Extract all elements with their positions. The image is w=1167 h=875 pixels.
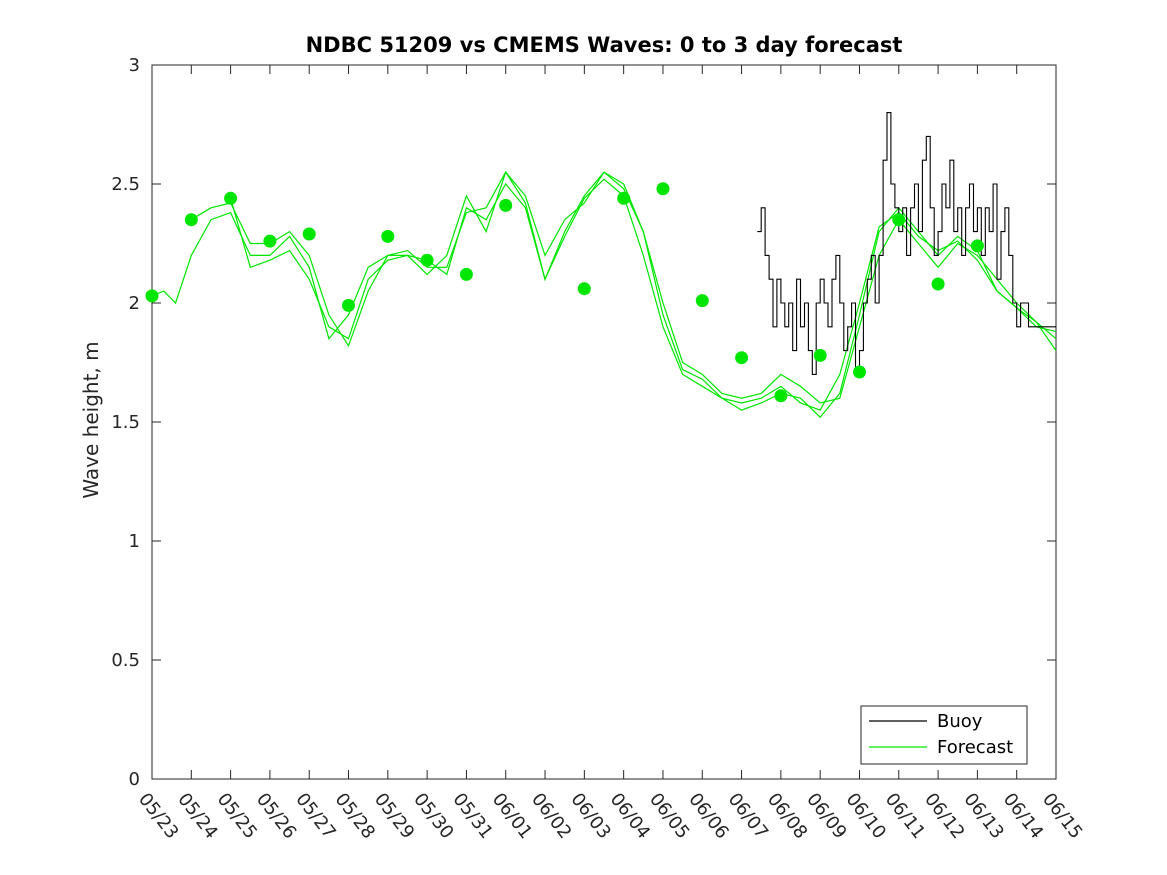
forecast-marker bbox=[892, 213, 906, 227]
x-tick-label: 06/15 bbox=[1038, 789, 1086, 843]
x-tick-label: 05/27 bbox=[291, 789, 339, 843]
x-tick-label: 05/25 bbox=[213, 789, 261, 843]
x-tick-label: 06/07 bbox=[724, 789, 772, 843]
forecast-marker bbox=[263, 234, 277, 248]
forecast-line-2 bbox=[190, 171, 1057, 419]
x-tick-label: 06/05 bbox=[645, 789, 693, 843]
forecast-marker bbox=[499, 198, 513, 212]
forecast-marker bbox=[970, 239, 984, 253]
x-tick-label: 05/24 bbox=[173, 789, 221, 843]
forecast-marker bbox=[459, 267, 473, 281]
y-tick-label: 1 bbox=[129, 531, 140, 552]
plot-area bbox=[145, 64, 1057, 780]
forecast-marker bbox=[695, 294, 709, 308]
forecast-marker bbox=[853, 365, 866, 379]
y-tick-label: 2.5 bbox=[111, 174, 140, 195]
buoy-line bbox=[757, 112, 1056, 375]
x-tick-label: 06/02 bbox=[527, 789, 575, 843]
forecast-line-3 bbox=[230, 178, 1057, 411]
forecast-marker bbox=[774, 389, 788, 403]
x-tick-label: 06/06 bbox=[684, 789, 732, 843]
x-tick-label: 06/12 bbox=[920, 789, 968, 843]
x-tick-label: 06/13 bbox=[959, 789, 1007, 843]
x-tick-label: 06/11 bbox=[881, 789, 929, 843]
forecast-marker bbox=[813, 348, 827, 362]
x-tick-label: 06/03 bbox=[566, 789, 614, 843]
forecast-marker bbox=[342, 298, 355, 312]
forecast-marker bbox=[420, 253, 434, 267]
y-tick-label: 0.5 bbox=[111, 650, 140, 671]
x-tick-label: 05/28 bbox=[331, 789, 379, 843]
x-tick-label: 05/31 bbox=[448, 789, 496, 843]
x-tick-label: 06/01 bbox=[488, 789, 536, 843]
axes-box bbox=[151, 64, 1057, 780]
x-tick-label: 05/26 bbox=[252, 789, 300, 843]
y-tick-label: 1.5 bbox=[111, 412, 140, 433]
x-tick-label: 05/30 bbox=[409, 789, 457, 843]
forecast-marker bbox=[224, 191, 238, 205]
x-tick-label: 06/09 bbox=[802, 789, 850, 843]
x-tick-label: 06/10 bbox=[842, 789, 890, 843]
y-axis-ticks: 0 0.5 1 1.5 2 2.5 3 bbox=[111, 55, 1056, 790]
legend-buoy-label: Buoy bbox=[937, 711, 983, 732]
forecast-marker bbox=[302, 227, 316, 241]
forecast-marker bbox=[577, 282, 591, 296]
y-tick-label: 3 bbox=[129, 55, 140, 76]
x-tick-label: 05/23 bbox=[134, 789, 182, 843]
y-tick-label: 2 bbox=[129, 293, 140, 314]
forecast-marker bbox=[184, 213, 198, 227]
forecast-marker bbox=[145, 289, 159, 303]
forecast-marker bbox=[735, 351, 749, 365]
x-tick-label: 06/08 bbox=[763, 789, 811, 843]
x-tick-label: 06/04 bbox=[606, 789, 654, 843]
x-tick-label: 05/29 bbox=[370, 789, 418, 843]
forecast-marker bbox=[617, 191, 631, 205]
legend-box bbox=[860, 705, 1028, 765]
chart-title: NDBC 51209 vs CMEMS Waves: 0 to 3 day fo… bbox=[306, 33, 903, 57]
x-tick-label: 06/14 bbox=[999, 789, 1047, 843]
forecast-marker bbox=[656, 182, 670, 196]
legend: Buoy Forecast bbox=[860, 705, 1028, 765]
forecast-marker bbox=[381, 229, 395, 243]
forecast-marker bbox=[931, 277, 945, 291]
y-axis-label: Wave height, m bbox=[79, 341, 103, 498]
y-tick-label: 0 bbox=[129, 769, 140, 790]
legend-forecast-label: Forecast bbox=[937, 737, 1013, 758]
